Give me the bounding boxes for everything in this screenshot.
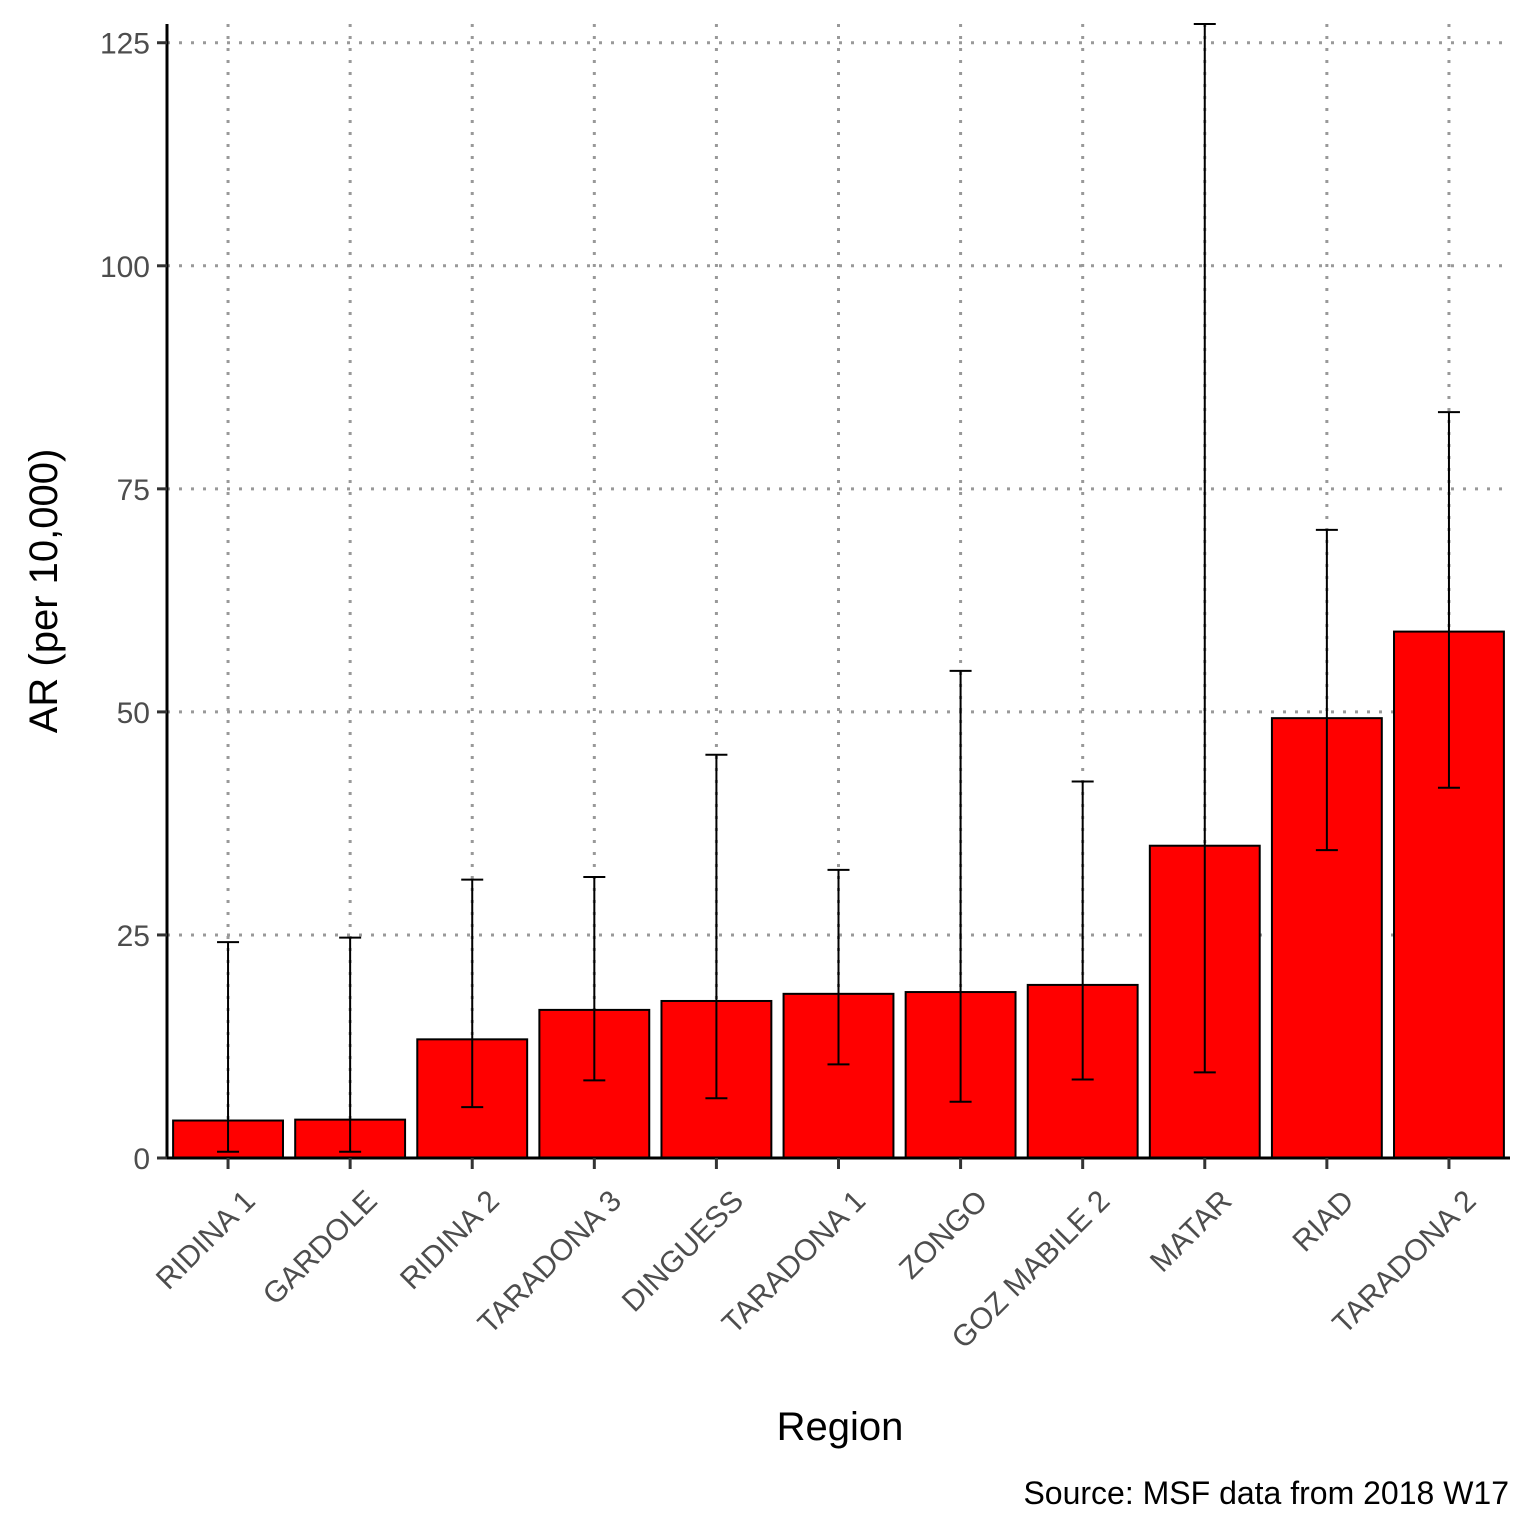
error-bar [583,875,606,1082]
x-tick-label: ZONGO [893,1184,994,1285]
x-tick-label: DINGUESS [616,1184,750,1318]
error-bar [1193,23,1216,1074]
x-tick-label: RIAD [1286,1184,1360,1258]
x-tick-label: GARDOLE [257,1184,384,1311]
error-bar [339,936,362,1153]
y-tick-label: 100 [100,251,150,284]
y-axis-title: AR (per 10,000) [22,449,66,734]
error-bar [705,753,728,1100]
error-bars [217,23,1460,1153]
y-tick-label: 0 [133,1143,150,1176]
x-tick-label: RIDINA 2 [394,1184,506,1296]
error-bar [461,878,484,1109]
chart-caption: Source: MSF data from 2018 W17 [1023,1475,1509,1511]
y-tick-label: 25 [117,920,150,953]
y-tick-label: 75 [117,474,150,507]
error-bar [1437,411,1460,789]
x-tick-label: MATAR [1144,1184,1238,1278]
error-bar [1315,528,1338,852]
error-bar [217,941,240,1153]
y-tick-label: 50 [117,697,150,730]
error-bar [827,868,850,1066]
error-bar [1071,780,1094,1081]
x-axis-title: Region [777,1405,904,1449]
error-bar [949,669,972,1103]
axes [157,24,1510,1169]
y-tick-label: 125 [100,28,150,61]
x-tick-label: RIDINA 1 [150,1184,262,1296]
